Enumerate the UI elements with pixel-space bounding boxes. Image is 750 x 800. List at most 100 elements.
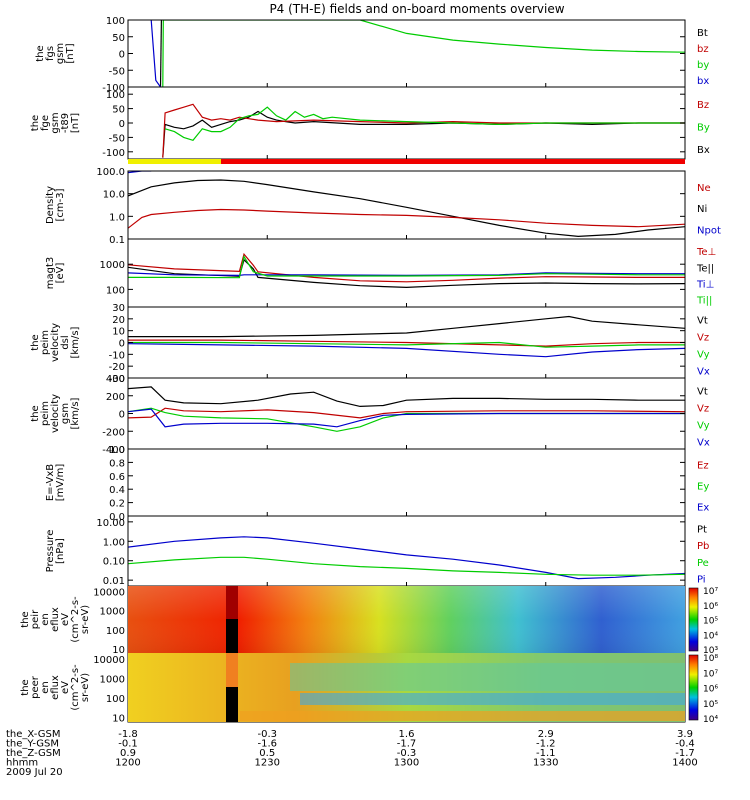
peim-velocity-gsm-series-vt — [128, 386, 685, 408]
temperature-legend-te: Te⊥ — [696, 247, 716, 258]
xrow-value: -0.4 — [675, 739, 695, 750]
efield-ytick-label: 0.8 — [109, 458, 125, 469]
temperature-series-ti — [128, 255, 685, 279]
peer-eflux-ylabel-line: (cm^2-s- — [70, 664, 81, 711]
fgs-dsl-ytick-label: 50 — [112, 105, 125, 116]
density-legend-ne: Ne — [697, 183, 711, 194]
density-legend-npot: Npot — [697, 225, 721, 236]
xrow-label-hhmm: hhmm — [6, 758, 38, 769]
peer-eflux-ytick-label: 10 — [112, 714, 125, 725]
peer-eflux-colorbar-tick: 10⁸ — [703, 654, 718, 664]
efield-ylabel-line: E=-VxB — [45, 464, 56, 501]
density-ytick-label: 1.0 — [109, 212, 125, 223]
fgs-dsl-legend-by: By — [697, 122, 710, 133]
peim-velocity-dsl-legend-vy: Vy — [697, 349, 710, 360]
peir-eflux-ytick-label: 10000 — [93, 588, 125, 599]
xrow-value: -0.1 — [118, 739, 138, 750]
peim-velocity-dsl-ytick-label: 0 — [119, 339, 125, 350]
fgs-ylabel-line: the — [35, 45, 46, 61]
temperature-series-te — [128, 252, 685, 283]
fgs-dsl-ytick-label: 100 — [106, 90, 125, 101]
peim-velocity-gsm-ylabel-line: velocity — [50, 394, 61, 433]
xrow-label-thexgsm: the_X-GSM — [6, 729, 60, 740]
peer-eflux-colorbar-tick: 10⁴ — [703, 715, 718, 725]
peim-velocity-dsl-series-vx — [128, 343, 685, 358]
temperature-ytick-label: 100 — [106, 285, 125, 296]
fgs-legend-bt: Bt — [697, 28, 708, 39]
fgs-series-by — [162, 20, 685, 87]
fgs-ytick-label: -50 — [109, 66, 125, 77]
fgs-dsl-ytick-label: -100 — [102, 148, 125, 159]
peim-velocity-gsm-ylabel-line: the — [30, 405, 41, 421]
fgs-ytick-label: 50 — [112, 33, 125, 44]
efield-legend-ey: Ey — [697, 482, 709, 493]
temperature-legend-te: Te|| — [696, 263, 714, 274]
peer-eflux-ytick-label: 100 — [106, 694, 125, 705]
density-legend-ni: Ni — [697, 204, 707, 215]
peim-velocity-gsm-ytick-label: 200 — [106, 392, 125, 403]
fgs-ytick-label: 100 — [106, 16, 125, 27]
fgs-dsl-series-bz — [162, 103, 685, 158]
peir-eflux-ylabel-line: sr-eV) — [80, 605, 91, 634]
ion-spectrogram-shade — [128, 586, 685, 653]
peer-eflux-ylabel-line: en — [40, 681, 51, 694]
peim-velocity-gsm-legend-vz: Vz — [697, 404, 709, 415]
xrow-value: 1200 — [115, 758, 140, 769]
fgs-series-bt — [159, 20, 162, 87]
electron-band-low — [300, 693, 685, 705]
peim-velocity-gsm-legend-vy: Vy — [697, 420, 710, 431]
density-series-ni — [128, 179, 685, 238]
xrow-value: 0.9 — [120, 748, 136, 759]
xrow-value: -1.6 — [257, 739, 277, 750]
fgs-series-bx — [150, 20, 161, 87]
pressure-legend-pb: Pb — [697, 541, 709, 552]
x-axis-labels: the_X-GSM -1.8 -0.3 1.6 2.9 3.9 the_Y-GSM -0.1 -… — [6, 729, 698, 769]
pressure-series-pe — [128, 556, 685, 576]
peer-eflux-ylabel-line: eV — [60, 681, 71, 694]
peim-velocity-gsm-ytick-label: 0 — [119, 410, 125, 421]
density-ylabel-line: [cm-3] — [55, 188, 66, 221]
colorbar-electron-bar — [688, 654, 699, 721]
panel-peer-eflux: 10000 1000 100 10 the peer en eflux eV (cm^2-s-sr… — [20, 652, 718, 725]
peir-eflux-colorbar-tick: 10⁵ — [703, 617, 718, 627]
peer-eflux-ylabel-line: peer — [30, 675, 41, 699]
temperature-legend-ti: Ti⊥ — [696, 280, 714, 291]
peim-velocity-dsl-ylabel-line: the — [30, 334, 41, 350]
fgs-legend-bz: bz — [697, 44, 709, 55]
peim-velocity-dsl-ytick-label: 30 — [112, 303, 125, 314]
electron-gap-bar — [226, 653, 238, 687]
pressure-ylabel-line: [nPa] — [55, 538, 66, 564]
peim-velocity-gsm-ytick-label: -200 — [102, 427, 125, 438]
efield-legend-ex: Ex — [697, 503, 709, 514]
fgs-dsl-ylabel-line: the — [30, 115, 41, 131]
peer-eflux-ytick-label: 1000 — [100, 674, 125, 685]
panel-pressure: 10.00 1.00 0.10 0.01 Pressure [nPa] Pt Pb Pe Pi — [45, 515, 709, 587]
peim-velocity-gsm-ylabel-line: gsm — [60, 403, 71, 424]
xrow-value: 3.9 — [677, 729, 693, 740]
peim-velocity-gsm-ylabel-line: [km/s] — [70, 397, 81, 429]
fgs-frame — [127, 19, 686, 88]
electron-spectrogram — [128, 653, 685, 722]
peim-velocity-dsl-legend-vz: Vz — [697, 333, 709, 344]
pressure-ytick-label: 0.10 — [103, 557, 125, 568]
temperature-ytick-label: 1000 — [100, 260, 125, 271]
peir-eflux-ylabel-line: the — [20, 611, 31, 627]
peir-eflux-ytick-label: 1000 — [100, 607, 125, 618]
peim-velocity-gsm-ytick-label: -400 — [102, 445, 125, 456]
fgs-dsl-ylabel-line: gsm — [50, 112, 61, 133]
peer-eflux-colorbar-tick: 10⁶ — [703, 685, 718, 695]
fgs-dsl-series-by — [164, 106, 685, 141]
panel-efield: 1.0 0.8 0.6 0.4 0.2 0.0 E=-VxB [mV/m] Ez Ey Ex — [45, 445, 709, 523]
mode-bar-fast — [221, 159, 685, 164]
peir-eflux-colorbar-tick: 10⁶ — [703, 602, 718, 612]
xrow-value: 1.6 — [399, 729, 415, 740]
xrow-value: -1.8 — [118, 729, 138, 740]
fgs-legend-bx: bx — [697, 76, 709, 87]
panel-temperature: 1000 100 magt3 [eV] Te⊥ Te|| Ti⊥ Ti|| — [45, 238, 716, 308]
panel-peim-velocity-gsm: 400 200 0 -200 -400 the peim velocity gsm [km/s] V… — [30, 374, 710, 456]
peim-velocity-dsl-series-vt — [128, 315, 685, 338]
peir-eflux-colorbar-tick: 10⁷ — [703, 587, 718, 597]
xrow-value: 1330 — [533, 758, 558, 769]
